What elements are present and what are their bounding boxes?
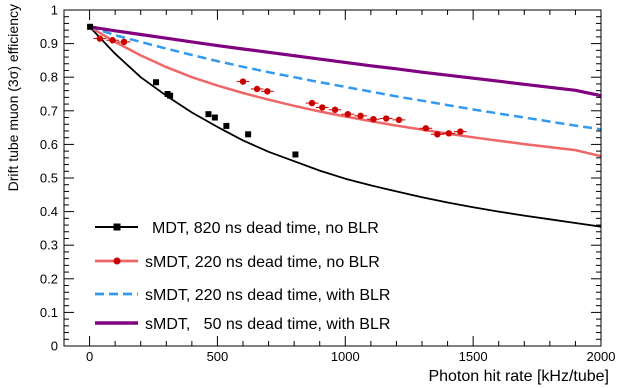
legend-label: sMDT, 50 ns dead time, with BLR <box>145 316 390 333</box>
data-point <box>357 112 364 120</box>
data-point <box>445 130 453 137</box>
data-point <box>422 125 430 132</box>
data-point <box>253 85 261 93</box>
legend-marker <box>113 257 121 265</box>
data-point <box>319 104 326 111</box>
y-tick-label: 0.4 <box>40 204 58 219</box>
data-point <box>331 106 339 113</box>
series-line-1 <box>88 26 602 228</box>
y-tick-label: 0.3 <box>40 238 58 253</box>
markers-layer <box>87 23 467 158</box>
data-point <box>457 128 464 135</box>
data-point <box>395 116 403 124</box>
data-point <box>167 92 174 99</box>
data-point <box>223 122 230 129</box>
y-tick-label: 0.1 <box>40 305 58 320</box>
data-point <box>120 38 128 46</box>
data-point <box>264 88 271 95</box>
data-point <box>434 131 441 138</box>
x-axis-label: Photon hit rate [kHz/tube] <box>428 368 609 385</box>
y-tick-label: 0.9 <box>40 36 58 51</box>
y-tick-label: 0.5 <box>40 171 58 186</box>
series-line-2 <box>88 25 602 158</box>
x-tick-label: 1500 <box>459 349 488 364</box>
legend-label: sMDT, 220 ns dead time, with BLR <box>145 287 390 304</box>
data-point <box>211 114 218 121</box>
axes-layer: 0 500 1000 1500 2000 0 0.1 0.2 0.3 0.4 0.5 0.6 0.7 0.… <box>40 3 616 365</box>
data-point <box>245 131 252 138</box>
data-point <box>370 116 377 123</box>
data-point <box>87 23 94 30</box>
data-point <box>109 37 116 44</box>
data-point <box>153 79 160 86</box>
y-tick-label: 0.6 <box>40 137 58 152</box>
x-tick-label: 500 <box>207 349 229 364</box>
y-tick-label: 0.8 <box>40 70 58 85</box>
data-point <box>344 110 352 118</box>
legend-label: MDT, 820 ns dead time, no BLR <box>152 220 379 237</box>
data-point <box>292 151 299 158</box>
data-point <box>308 99 316 107</box>
data-point <box>239 78 247 85</box>
legend-marker <box>113 223 121 231</box>
data-point <box>205 111 212 118</box>
curves-layer <box>88 25 602 228</box>
y-tick-label: 1 <box>51 3 58 18</box>
legend: MDT, 820 ns dead time, no BLR sMDT, 220 n… <box>95 220 390 333</box>
y-tick-label: 0 <box>51 339 58 354</box>
data-point <box>96 35 104 42</box>
series-line-4 <box>89 25 602 98</box>
y-tick-label: 0.2 <box>40 271 58 286</box>
x-tick-label: 0 <box>86 349 93 364</box>
legend-label: sMDT, 220 ns dead time, no BLR <box>145 254 380 271</box>
x-tick-label: 1000 <box>331 349 360 364</box>
y-axis-label: Drift tube muon (3σ) efficiency <box>5 4 21 191</box>
x-tick-label: 2000 <box>587 349 616 364</box>
data-point <box>383 115 390 122</box>
y-tick-label: 0.7 <box>40 103 58 118</box>
series-line-3 <box>89 25 602 131</box>
